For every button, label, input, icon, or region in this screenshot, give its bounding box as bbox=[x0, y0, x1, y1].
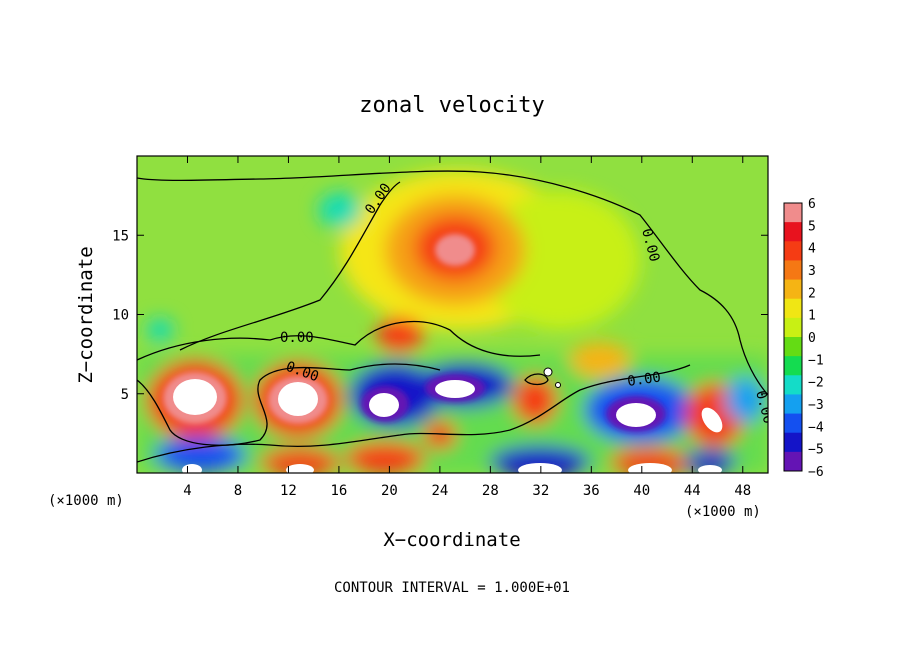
colorbar-tick-label: 6 bbox=[808, 197, 816, 212]
field-blob bbox=[513, 376, 557, 424]
colorbar-tick-label: 5 bbox=[808, 219, 816, 234]
y-axis-label: Z−coordinate bbox=[75, 246, 97, 383]
colorbar-tick-label: −1 bbox=[808, 353, 824, 368]
colorbar-swatch bbox=[784, 394, 802, 415]
colorbar-swatch bbox=[784, 451, 802, 472]
field-saturated bbox=[518, 463, 562, 473]
colorbar-tick-label: −6 bbox=[808, 465, 824, 480]
y-tick-label: 5 bbox=[121, 387, 129, 403]
field-saturated bbox=[435, 380, 475, 398]
x-tick-label: 36 bbox=[583, 483, 600, 499]
contour-label: 0.00 bbox=[280, 330, 314, 346]
chart-title: zonal velocity bbox=[359, 93, 544, 118]
zero-contour-line bbox=[137, 363, 441, 446]
colorbar-swatch bbox=[784, 298, 802, 319]
colorbar-swatch bbox=[784, 337, 802, 357]
field-blob bbox=[480, 190, 640, 330]
colorbar-swatch bbox=[784, 203, 802, 223]
field-blob bbox=[424, 421, 456, 449]
colorbar-swatch bbox=[784, 222, 802, 242]
colorbar-swatch bbox=[784, 260, 802, 281]
contour-label: 0.00 bbox=[626, 369, 662, 390]
y-tick-label: 10 bbox=[112, 308, 129, 324]
x-tick-label: 40 bbox=[633, 483, 650, 499]
colorbar-swatch bbox=[784, 279, 802, 300]
zero-contour-ring bbox=[543, 367, 553, 377]
colorbar-tick-label: 3 bbox=[808, 264, 816, 279]
colorbar-tick-label: −3 bbox=[808, 398, 824, 413]
x-axis-label: X−coordinate bbox=[383, 529, 520, 551]
field-blob bbox=[610, 448, 690, 473]
field-saturated bbox=[182, 464, 202, 473]
field-blob bbox=[146, 318, 174, 342]
colorbar-swatch bbox=[784, 413, 802, 434]
field-blob bbox=[260, 448, 340, 473]
x-tick-label: 8 bbox=[234, 483, 242, 499]
field-saturated bbox=[173, 379, 217, 415]
x-tick-label: 12 bbox=[280, 483, 297, 499]
contour-interval-note: CONTOUR INTERVAL = 1.000E+01 bbox=[334, 580, 570, 596]
field-saturated bbox=[286, 464, 314, 473]
x-tick-label: 28 bbox=[482, 483, 499, 499]
x-tick-label: 4 bbox=[183, 483, 191, 499]
colorbar-tick-label: −5 bbox=[808, 443, 824, 458]
field-saturated bbox=[369, 393, 399, 417]
colorbar-tick-label: 1 bbox=[808, 309, 816, 324]
colorbar-tick-label: 2 bbox=[808, 286, 816, 301]
field-blob bbox=[155, 437, 245, 473]
zero-contour-line bbox=[137, 320, 541, 361]
field-blob bbox=[570, 342, 630, 378]
x-unit-right: (×1000 m) bbox=[685, 504, 761, 520]
y-axis: 5 10 15 bbox=[112, 228, 768, 403]
field-saturated bbox=[698, 465, 722, 473]
field-blob bbox=[376, 317, 424, 353]
zero-contour-line bbox=[524, 373, 549, 386]
field-blob bbox=[345, 442, 425, 473]
field-saturated bbox=[628, 463, 672, 473]
heatmap-field: 0.00 0.00 0.00 0.00 0.00 0.00 bbox=[137, 156, 768, 473]
field-saturated bbox=[701, 407, 723, 433]
field-blob bbox=[490, 446, 590, 473]
x-tick-label: 24 bbox=[431, 483, 448, 499]
colorbar-swatch bbox=[784, 317, 802, 338]
field-blob bbox=[684, 450, 736, 473]
colorbar: 6 5 4 3 2 1 0 −1 −2 −3 −4 −5 −6 bbox=[783, 197, 824, 480]
x-tick-label: 20 bbox=[381, 483, 398, 499]
y-tick-label: 15 bbox=[112, 228, 129, 244]
colorbar-swatch bbox=[784, 375, 802, 395]
field-core bbox=[435, 234, 475, 266]
colorbar-swatch bbox=[784, 356, 802, 376]
x-tick-label: 16 bbox=[330, 483, 347, 499]
zero-contour-ring bbox=[555, 382, 561, 388]
colorbar-tick-label: 4 bbox=[808, 242, 816, 257]
colorbar-tick-label: −4 bbox=[808, 420, 824, 435]
x-tick-label: 44 bbox=[684, 483, 701, 499]
x-axis: 4 8 12 16 20 24 28 32 36 40 44 48 bbox=[183, 156, 751, 499]
x-tick-label: 32 bbox=[532, 483, 549, 499]
colorbar-tick-label: −2 bbox=[808, 376, 824, 391]
colorbar-frame bbox=[783, 202, 803, 472]
zero-contour-line bbox=[137, 170, 768, 396]
colorbar-swatch bbox=[784, 432, 802, 453]
x-tick-label: 48 bbox=[734, 483, 751, 499]
field-blob bbox=[318, 192, 362, 228]
colorbar-tick-label: 0 bbox=[808, 331, 816, 346]
x-unit-left: (×1000 m) bbox=[48, 493, 124, 509]
field-saturated bbox=[616, 403, 656, 427]
colorbar-swatch bbox=[784, 241, 802, 261]
zero-contour-line bbox=[179, 181, 401, 351]
zero-contour-line bbox=[137, 364, 691, 463]
field-blob bbox=[725, 378, 765, 422]
field-saturated bbox=[278, 382, 318, 416]
